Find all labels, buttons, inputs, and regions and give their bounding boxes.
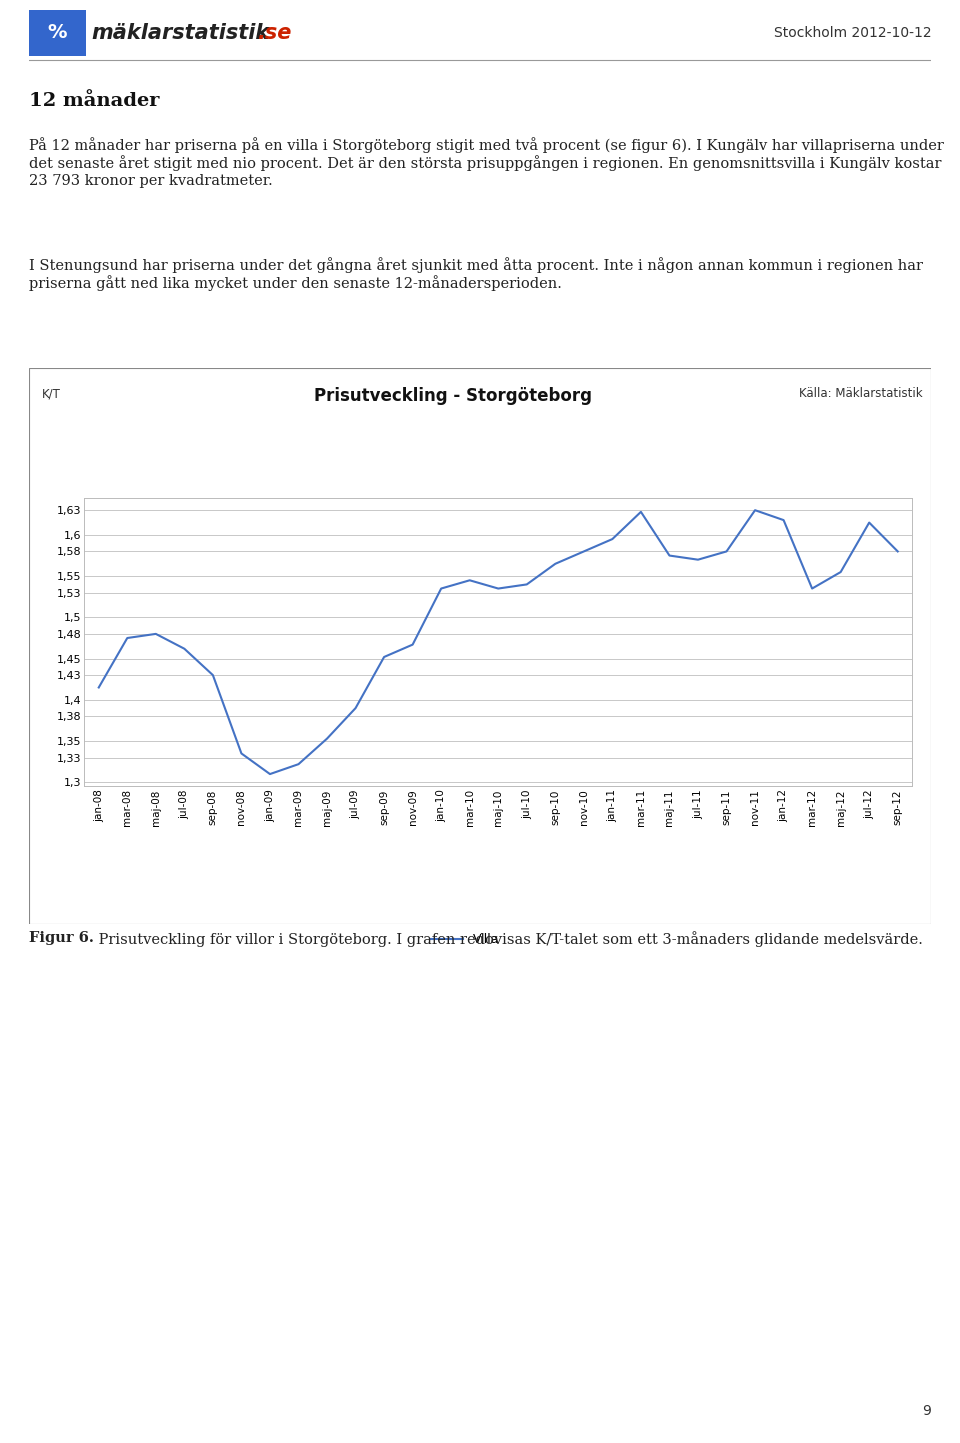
Text: Källa: Mäklarstatistik: Källa: Mäklarstatistik bbox=[799, 387, 923, 400]
Text: Prisutveckling - Storgöteborg: Prisutveckling - Storgöteborg bbox=[314, 387, 592, 405]
Text: 12 månader: 12 månader bbox=[29, 92, 159, 110]
Text: Prisutveckling för villor i Storgöteborg. I grafen redovisas K/T-talet som ett 3: Prisutveckling för villor i Storgöteborg… bbox=[94, 931, 923, 947]
Text: Stockholm 2012-10-12: Stockholm 2012-10-12 bbox=[774, 26, 931, 40]
Text: På 12 månader har priserna på en villa i Storgöteborg stigit med två procent (se: På 12 månader har priserna på en villa i… bbox=[29, 137, 944, 188]
Text: I Stenungsund har priserna under det gångna året sjunkit med åtta procent. Inte : I Stenungsund har priserna under det gån… bbox=[29, 257, 923, 291]
Legend: Villa: Villa bbox=[426, 928, 504, 951]
Text: 9: 9 bbox=[923, 1404, 931, 1417]
Text: Figur 6.: Figur 6. bbox=[29, 931, 94, 945]
Text: K/T: K/T bbox=[42, 387, 61, 400]
Text: %: % bbox=[48, 23, 67, 42]
Text: .se: .se bbox=[257, 23, 292, 43]
FancyBboxPatch shape bbox=[29, 10, 86, 56]
Text: mäklarstatistik: mäklarstatistik bbox=[91, 23, 270, 43]
